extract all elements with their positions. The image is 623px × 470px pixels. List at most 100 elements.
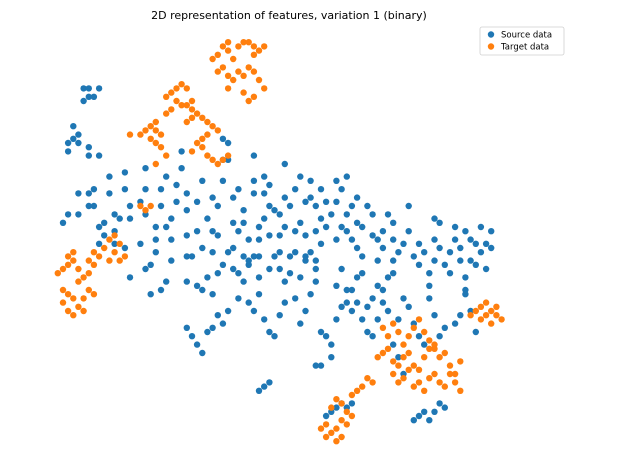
source-point	[282, 224, 288, 230]
target-point	[328, 404, 334, 410]
source-point	[60, 220, 66, 226]
source-point	[318, 215, 324, 221]
source-point	[225, 308, 231, 314]
target-point	[395, 329, 401, 335]
source-point	[225, 249, 231, 255]
target-point	[493, 304, 499, 310]
source-point	[199, 245, 205, 251]
source-point	[282, 278, 288, 284]
source-point	[261, 190, 267, 196]
legend-label-target: Target data	[500, 43, 549, 53]
source-point	[416, 262, 422, 268]
source-point	[277, 232, 283, 238]
source-point	[436, 220, 442, 226]
target-point	[421, 329, 427, 335]
source-point	[153, 236, 159, 242]
source-point	[344, 287, 350, 293]
source-point	[411, 417, 417, 423]
source-point	[313, 266, 319, 272]
target-point	[220, 64, 226, 70]
source-point	[148, 262, 154, 268]
source-point	[354, 274, 360, 280]
target-point	[400, 341, 406, 347]
source-point	[349, 400, 355, 406]
source-point	[256, 274, 262, 280]
source-point	[354, 299, 360, 305]
target-point	[246, 64, 252, 70]
source-point	[452, 320, 458, 326]
target-point	[478, 316, 484, 322]
source-point	[220, 178, 226, 184]
source-point	[209, 194, 215, 200]
source-point	[344, 173, 350, 179]
source-point	[302, 308, 308, 314]
source-point	[313, 278, 319, 284]
target-point	[137, 203, 143, 209]
source-point	[457, 257, 463, 263]
source-point	[333, 316, 339, 322]
source-point	[153, 249, 159, 255]
source-point	[292, 228, 298, 234]
target-point	[235, 43, 241, 49]
source-point	[385, 211, 391, 217]
source-point	[323, 333, 329, 339]
source-point	[199, 350, 205, 356]
source-point	[266, 329, 272, 335]
source-point	[328, 211, 334, 217]
source-point	[215, 203, 221, 209]
target-point	[411, 325, 417, 331]
source-point	[333, 236, 339, 242]
source-point	[359, 224, 365, 230]
target-point	[406, 350, 412, 356]
source-point	[436, 400, 442, 406]
source-point	[70, 136, 76, 142]
source-point	[442, 404, 448, 410]
source-point	[349, 236, 355, 242]
target-point	[173, 85, 179, 91]
source-point	[307, 249, 313, 255]
source-point	[442, 325, 448, 331]
source-point	[251, 253, 257, 259]
source-point	[426, 283, 432, 289]
source-point	[282, 161, 288, 167]
target-point	[153, 161, 159, 167]
source-point	[436, 245, 442, 251]
legend-marker-source	[488, 31, 494, 37]
source-point	[318, 241, 324, 247]
source-point	[194, 283, 200, 289]
target-point	[117, 257, 123, 263]
source-point	[277, 211, 283, 217]
legend-label-source: Source data	[501, 31, 552, 41]
source-point	[235, 228, 241, 234]
source-point	[400, 295, 406, 301]
source-point	[86, 152, 92, 158]
source-point	[375, 316, 381, 322]
source-point	[318, 186, 324, 192]
target-point	[101, 245, 107, 251]
source-point	[271, 207, 277, 213]
target-point	[436, 379, 442, 385]
source-point	[426, 295, 432, 301]
source-point	[426, 270, 432, 276]
source-point	[215, 312, 221, 318]
source-point	[369, 211, 375, 217]
source-point	[359, 316, 365, 322]
source-point	[447, 270, 453, 276]
target-point	[215, 52, 221, 58]
target-point	[421, 388, 427, 394]
target-point	[65, 308, 71, 314]
target-point	[349, 413, 355, 419]
source-point	[380, 245, 386, 251]
target-point	[431, 371, 437, 377]
source-point	[277, 249, 283, 255]
source-point	[189, 253, 195, 259]
target-point	[209, 157, 215, 163]
source-point	[447, 249, 453, 255]
source-point	[246, 236, 252, 242]
source-point	[271, 253, 277, 259]
source-point	[261, 383, 267, 389]
source-point	[359, 270, 365, 276]
target-point	[225, 152, 231, 158]
target-point	[240, 73, 246, 79]
target-point	[65, 291, 71, 297]
